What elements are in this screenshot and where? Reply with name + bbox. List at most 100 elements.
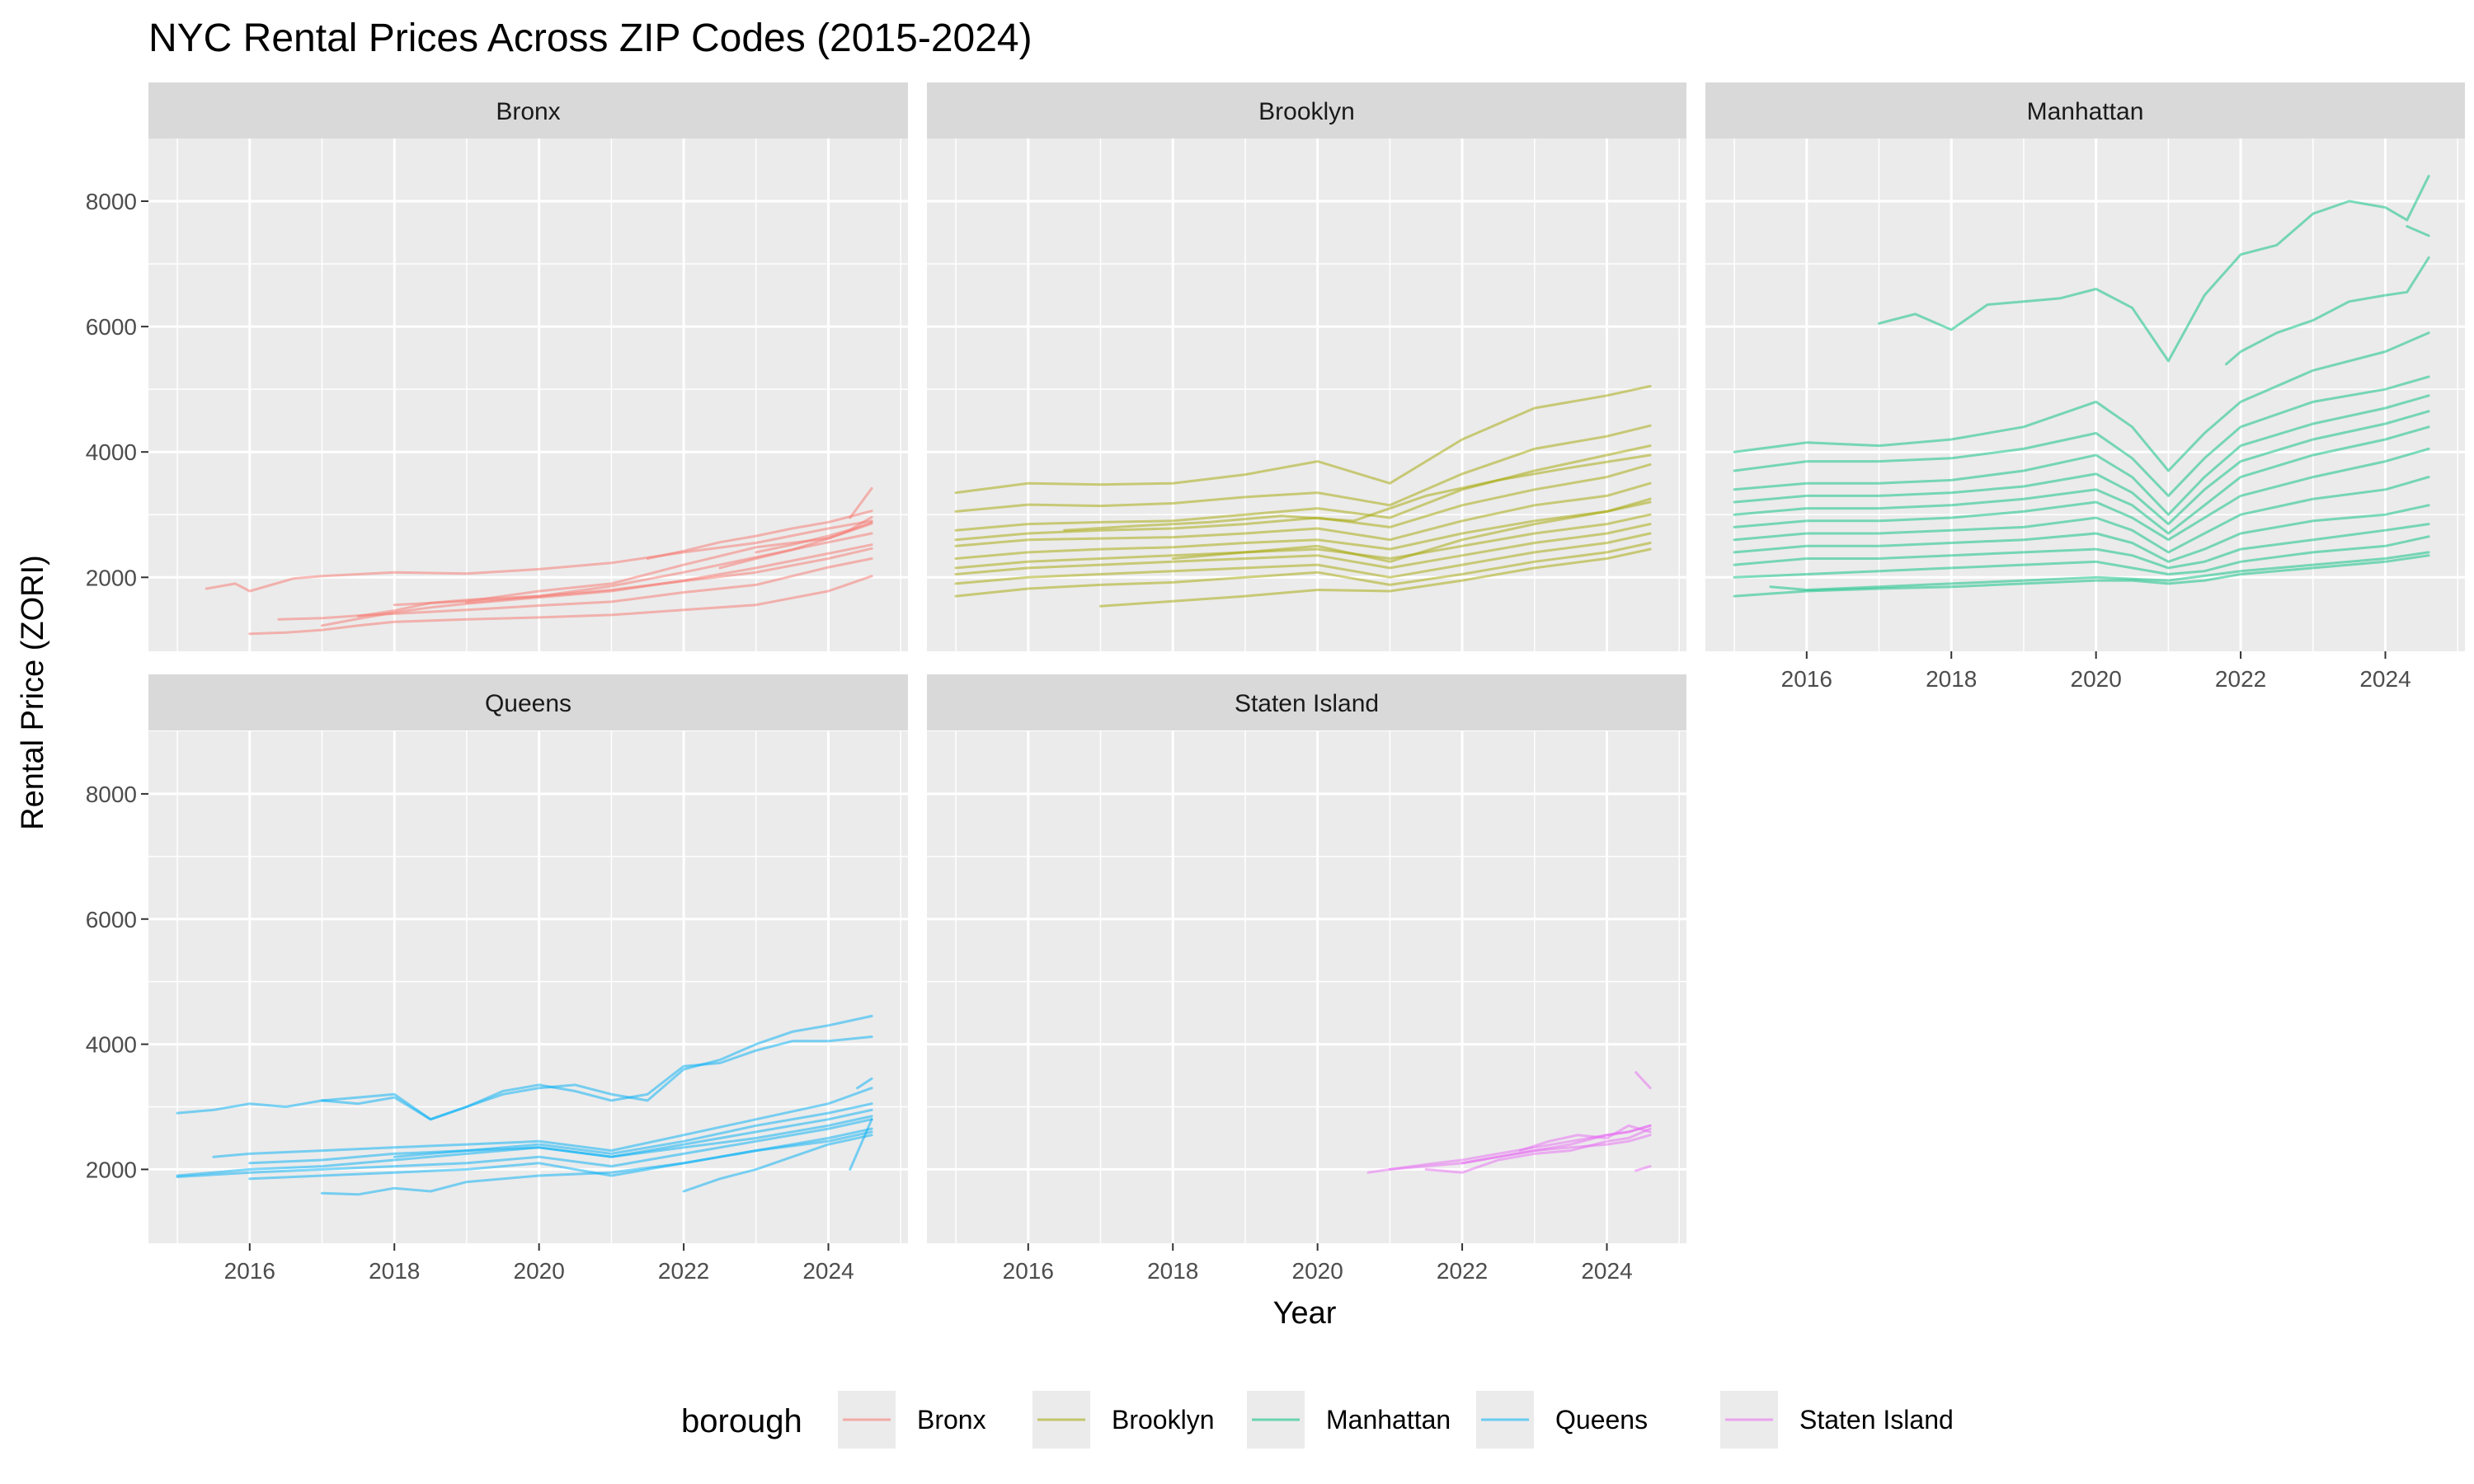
legend-label: Manhattan <box>1326 1405 1451 1435</box>
series-line-manhattan-10 <box>1733 504 2430 563</box>
series-line-queens-5 <box>176 1118 873 1178</box>
series-line-brooklyn-6 <box>954 500 1652 560</box>
gridlines-queens <box>148 731 908 1243</box>
series-line-queens-6 <box>248 1115 873 1165</box>
series-line-manhattan-2 <box>2225 256 2430 366</box>
y-tick-label: 8000 <box>86 782 137 807</box>
x-tick-label: 2022 <box>658 1258 709 1284</box>
legend-label: Queens <box>1555 1405 1648 1435</box>
x-tick-label: 2016 <box>1781 666 1832 692</box>
x-tick-label: 2018 <box>1147 1258 1198 1284</box>
series-line-brooklyn-10 <box>954 542 1652 598</box>
series-line-staten-island-7 <box>1634 1165 1652 1172</box>
legend-item-queens: Queens <box>1476 1391 1648 1449</box>
series-line-manhattan-15 <box>2406 225 2430 237</box>
series-line-brooklyn-9 <box>954 532 1652 585</box>
series-line-manhattan-5 <box>1733 394 2430 516</box>
gridlines-bronx <box>148 139 908 651</box>
strip-label-brooklyn: Brooklyn <box>1258 98 1355 125</box>
series-line-staten-island-3 <box>1424 1127 1652 1174</box>
x-tick-label: 2024 <box>2359 666 2411 692</box>
series-line-brooklyn-7 <box>954 513 1652 570</box>
y-tick-label: 2000 <box>86 565 137 590</box>
strip-label-manhattan: Manhattan <box>2027 98 2144 125</box>
x-axis-title: Year <box>1273 1296 1337 1331</box>
x-tick-label: 2020 <box>514 1258 565 1284</box>
series-line-manhattan-1 <box>1878 175 2430 363</box>
series-line-bronx-7 <box>465 547 873 604</box>
legend: borough Bronx Brooklyn Manhattan Queens Stat… <box>681 1391 1954 1449</box>
panel-bronx: Bronx 2000 4000 6000 8000 <box>86 82 908 651</box>
strip-staten-island <box>927 674 1686 730</box>
series-line-queens-10 <box>393 1102 873 1158</box>
panel-manhattan: Manhattan 2016 2018 2020 2022 2024 <box>1705 82 2465 692</box>
panel-queens: Queens 2000 4000 6000 8000 2016 2018 2020 2022 20… <box>86 674 908 1284</box>
y-axis-title: Rental Price (ZORI) <box>16 555 50 830</box>
y-tick-label: 6000 <box>86 907 137 932</box>
y-tick-label: 6000 <box>86 314 137 340</box>
panel-background-queens <box>148 731 908 1243</box>
legend-label: Staten Island <box>1799 1405 1954 1435</box>
legend-item-bronx: Bronx <box>838 1391 986 1449</box>
series-lines-bronx <box>205 486 873 636</box>
series-line-queens-2 <box>321 1036 873 1121</box>
series-lines-manhattan <box>1733 175 2430 598</box>
legend-label: Brooklyn <box>1112 1405 1215 1435</box>
series-line-queens-1 <box>176 1014 873 1121</box>
panel-background-staten-island <box>927 731 1686 1243</box>
series-line-bronx-11 <box>849 486 873 519</box>
x-tick-label: 2024 <box>802 1258 854 1284</box>
series-line-queens-8 <box>248 1130 873 1181</box>
series-line-manhattan-6 <box>1733 410 2430 526</box>
x-tick-label: 2022 <box>2215 666 2266 692</box>
x-tick-label: 2018 <box>1926 666 1977 692</box>
series-lines-brooklyn <box>954 384 1652 608</box>
strip-brooklyn <box>927 82 1686 139</box>
series-line-queens-3 <box>212 1087 873 1158</box>
panel-brooklyn: Brooklyn <box>927 82 1686 651</box>
x-tick-label: 2016 <box>224 1258 275 1284</box>
strip-label-staten-island: Staten Island <box>1235 690 1379 717</box>
series-line-staten-island-4 <box>1460 1124 1652 1165</box>
series-line-bronx-2 <box>248 575 873 636</box>
series-line-brooklyn-1 <box>954 384 1652 495</box>
panel-staten-island: Staten Island 2016 2018 2020 2022 2024 <box>927 674 1686 1284</box>
legend-item-manhattan: Manhattan <box>1247 1391 1451 1449</box>
panel-background-brooklyn <box>927 139 1686 651</box>
series-line-manhattan-7 <box>1733 425 2430 535</box>
legend-title: borough <box>681 1403 802 1439</box>
strip-queens <box>148 674 908 730</box>
series-line-brooklyn-13 <box>1171 497 1652 563</box>
strip-label-queens: Queens <box>485 690 571 717</box>
series-line-brooklyn-12 <box>1063 453 1652 532</box>
series-line-staten-island-6 <box>1634 1071 1652 1090</box>
legend-label: Bronx <box>917 1405 986 1435</box>
x-tick-label: 2020 <box>1292 1258 1343 1284</box>
series-line-staten-island-5 <box>1518 1124 1652 1153</box>
strip-label-bronx: Bronx <box>496 98 560 125</box>
panel-background-bronx <box>148 139 908 651</box>
series-line-bronx-10 <box>755 515 873 554</box>
series-line-queens-11 <box>849 1118 873 1171</box>
series-line-manhattan-13 <box>1733 554 2430 598</box>
series-line-brooklyn-11 <box>1099 547 1652 608</box>
gridlines-staten-island <box>927 731 1686 1243</box>
series-line-bronx-3 <box>277 557 873 621</box>
series-line-manhattan-11 <box>1733 523 2430 570</box>
y-tick-label: 8000 <box>86 189 137 214</box>
legend-item-staten-island: Staten Island <box>1720 1391 1954 1449</box>
series-line-brooklyn-2 <box>954 424 1652 513</box>
legend-item-brooklyn: Brooklyn <box>1032 1391 1215 1449</box>
x-tick-label: 2020 <box>2071 666 2122 692</box>
facet-panels: Bronx 2000 4000 6000 8000 Brooklyn Manhattan 20… <box>86 82 2465 1284</box>
x-tick-label: 2018 <box>369 1258 420 1284</box>
series-line-manhattan-9 <box>1733 476 2430 554</box>
series-lines-staten-island <box>1366 1071 1652 1174</box>
strip-manhattan <box>1705 82 2465 139</box>
series-line-brooklyn-3 <box>954 444 1652 532</box>
x-tick-label: 2022 <box>1437 1258 1488 1284</box>
series-line-manhattan-3 <box>1733 331 2430 472</box>
series-line-brooklyn-8 <box>954 523 1652 575</box>
series-line-queens-9 <box>682 1134 873 1193</box>
